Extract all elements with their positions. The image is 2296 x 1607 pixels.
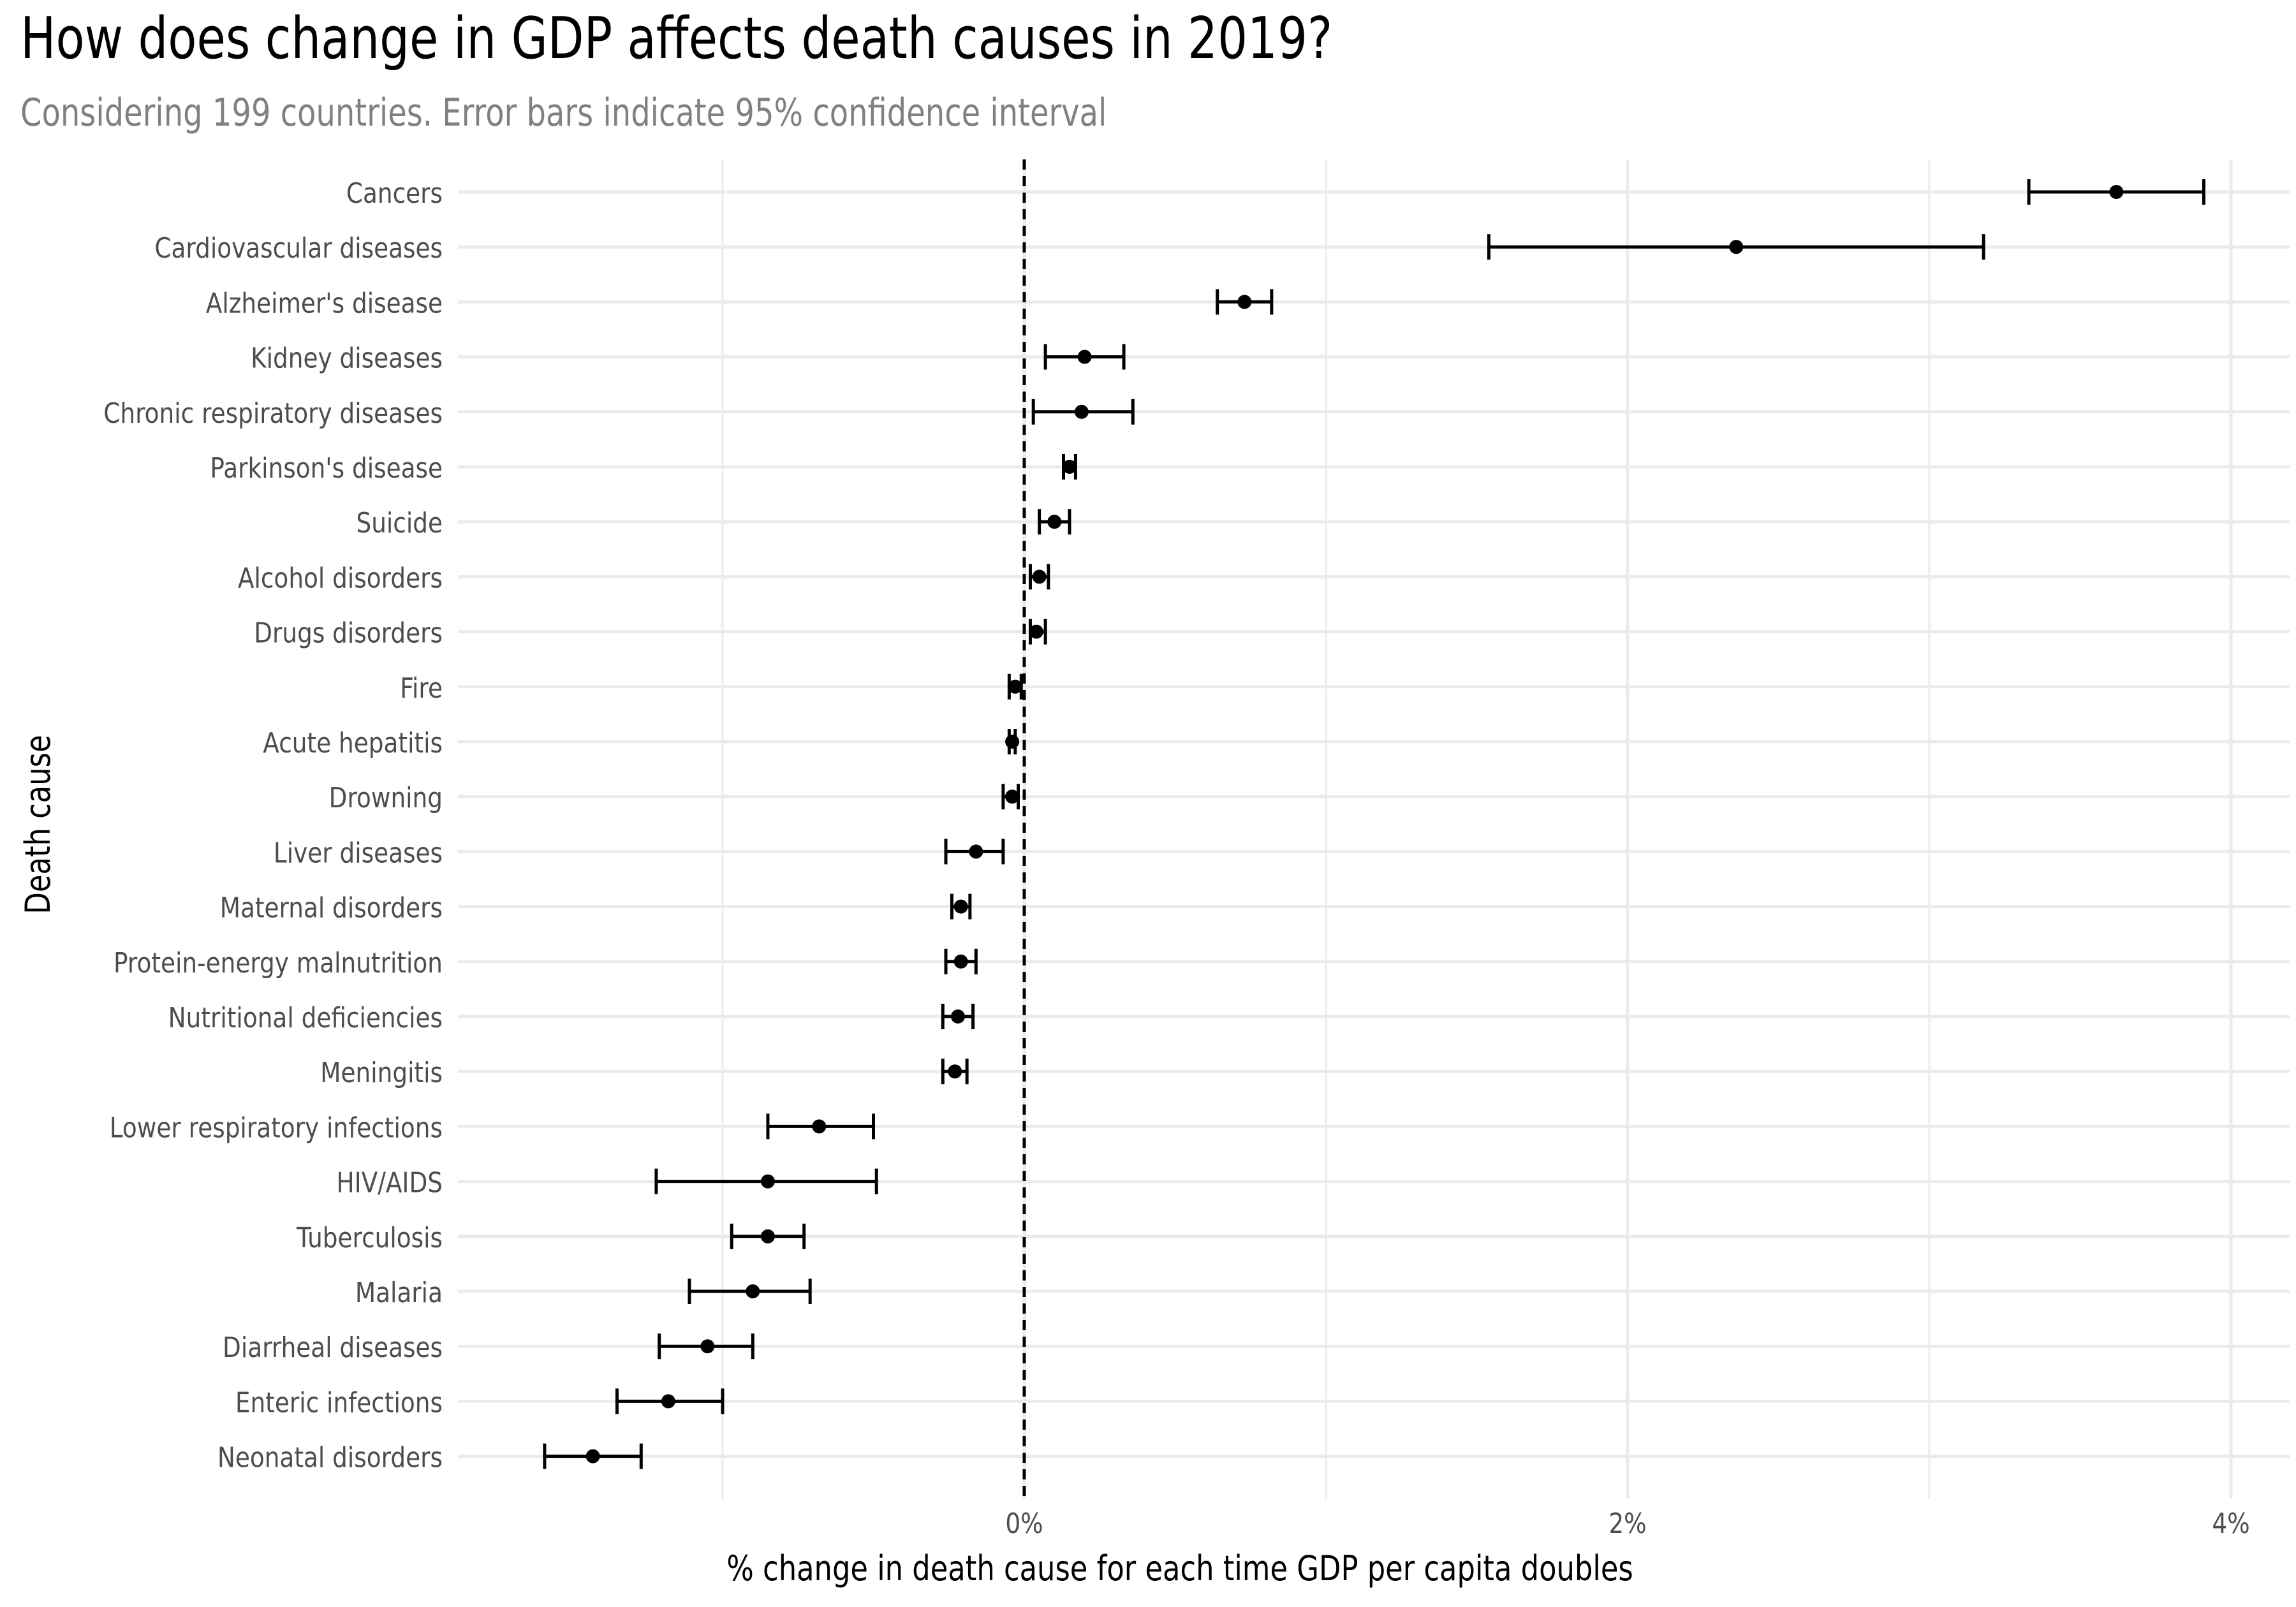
estimate-point <box>1077 349 1092 364</box>
y-tick-label: Fire <box>400 671 443 705</box>
x-tick-label: 0% <box>1005 1507 1043 1540</box>
estimate-point <box>2109 185 2124 199</box>
estimate-point <box>1062 460 1077 474</box>
y-tick-label: Nutritional deficiencies <box>168 1001 443 1034</box>
estimate-point <box>950 1009 965 1024</box>
y-tick-label: Drugs disorders <box>254 617 443 650</box>
y-tick-label: Meningitis <box>320 1056 443 1089</box>
y-tick-label: Cancers <box>346 177 443 210</box>
estimate-point <box>1074 404 1089 419</box>
estimate-point <box>661 1394 675 1409</box>
y-tick-label: Protein-energy malnutrition <box>114 946 443 980</box>
estimate-point <box>812 1119 827 1134</box>
y-tick-label: Kidney diseases <box>251 342 443 375</box>
y-axis-title: Death cause <box>18 735 58 914</box>
y-tick-label: HIV/AIDS <box>337 1166 443 1200</box>
estimate-point <box>1005 789 1020 804</box>
estimate-point <box>746 1284 760 1298</box>
y-tick-label: Maternal disorders <box>220 892 443 925</box>
estimate-point <box>953 899 968 914</box>
y-tick-label: Enteric infections <box>235 1386 443 1419</box>
estimate-point <box>700 1339 715 1354</box>
y-tick-label: Parkinson's disease <box>210 451 443 485</box>
y-tick-label: Tuberculosis <box>296 1221 443 1254</box>
estimate-point <box>760 1174 775 1189</box>
chart-title: How does change in GDP affects death cau… <box>20 5 1333 72</box>
estimate-point <box>1729 240 1744 254</box>
y-tick-label: Alzheimer's disease <box>206 286 443 319</box>
estimate-point <box>1032 569 1047 584</box>
x-axis-title: % change in death cause for each time GD… <box>726 1548 1633 1589</box>
y-tick-label: Lower respiratory infections <box>110 1111 443 1144</box>
y-tick-label: Drowning <box>329 781 443 814</box>
estimate-point <box>1047 515 1062 529</box>
estimate-point <box>953 954 968 969</box>
y-tick-label: Cardiovascular diseases <box>154 231 443 265</box>
x-tick-label: 4% <box>2212 1507 2249 1540</box>
estimate-point <box>585 1449 600 1464</box>
y-tick-label: Acute hepatitis <box>263 726 443 759</box>
estimate-point <box>1005 735 1020 749</box>
chart-subtitle: Considering 199 countries. Error bars in… <box>20 91 1107 135</box>
estimate-point <box>1029 624 1043 639</box>
y-tick-label: Liver diseases <box>274 836 443 869</box>
y-tick-label: Malaria <box>355 1276 443 1309</box>
y-tick-label: Diarrheal diseases <box>223 1331 443 1364</box>
estimate-point <box>1237 295 1252 309</box>
x-tick-label: 2% <box>1608 1507 1646 1540</box>
estimate-point <box>760 1229 775 1244</box>
estimate-point <box>1008 679 1022 694</box>
y-tick-label: Neonatal disorders <box>217 1441 443 1474</box>
estimate-point <box>969 844 983 859</box>
y-tick-label: Chronic respiratory diseases <box>103 397 443 430</box>
y-tick-label: Alcohol disorders <box>238 561 443 594</box>
y-tick-label: Suicide <box>356 506 443 539</box>
estimate-point <box>948 1064 962 1079</box>
